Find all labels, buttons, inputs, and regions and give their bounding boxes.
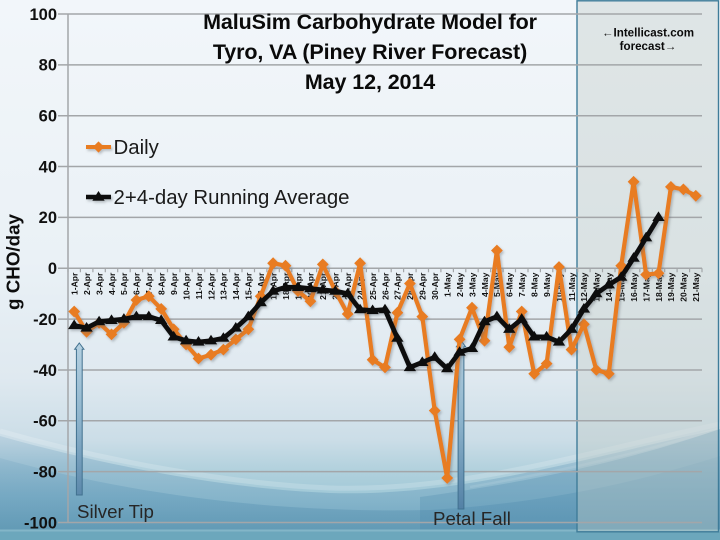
svg-text:15-Apr: 15-Apr: [244, 272, 254, 300]
svg-text:8-May: 8-May: [530, 272, 540, 297]
svg-text:7-May: 7-May: [517, 272, 527, 297]
svg-text:29-Apr: 29-Apr: [418, 272, 428, 300]
svg-text:Tyro, VA (Piney River Forecast: Tyro, VA (Piney River Forecast): [213, 40, 527, 64]
svg-text:-80: -80: [33, 463, 57, 481]
svg-text:g CHO/day: g CHO/day: [3, 213, 24, 310]
svg-text:8-Apr: 8-Apr: [157, 272, 167, 295]
svg-text:16-May: 16-May: [629, 272, 639, 301]
svg-text:Petal Fall: Petal Fall: [433, 508, 511, 529]
svg-text:12-May: 12-May: [579, 272, 589, 301]
svg-text:7-Apr: 7-Apr: [144, 272, 154, 295]
svg-text:10-Apr: 10-Apr: [181, 272, 191, 300]
svg-text:5-Apr: 5-Apr: [119, 272, 129, 295]
svg-text:1-Apr: 1-Apr: [70, 272, 80, 295]
svg-text:-20: -20: [33, 311, 57, 329]
svg-text:27-Apr: 27-Apr: [393, 272, 403, 300]
svg-text:13-May: 13-May: [592, 272, 602, 301]
svg-text:20: 20: [39, 209, 57, 227]
svg-text:17-May: 17-May: [641, 272, 651, 301]
svg-text:26-Apr: 26-Apr: [380, 272, 390, 300]
svg-text:forecast→: forecast→: [620, 40, 677, 53]
svg-text:30-Apr: 30-Apr: [430, 272, 440, 300]
svg-text:0: 0: [48, 260, 57, 278]
svg-text:2-May: 2-May: [455, 272, 465, 297]
svg-text:11-Apr: 11-Apr: [194, 272, 204, 299]
svg-text:60: 60: [39, 108, 57, 126]
svg-text:21-May: 21-May: [691, 272, 701, 301]
svg-text:2+4-day Running Average: 2+4-day Running Average: [114, 187, 350, 209]
svg-text:-100: -100: [24, 514, 57, 532]
svg-text:6-Apr: 6-Apr: [132, 272, 142, 295]
svg-text:-40: -40: [33, 362, 57, 380]
svg-text:3-May: 3-May: [467, 272, 477, 297]
svg-text:15-May: 15-May: [617, 272, 627, 301]
svg-text:4-May: 4-May: [480, 272, 490, 297]
svg-text:19-May: 19-May: [666, 272, 676, 301]
svg-text:14-Apr: 14-Apr: [231, 272, 241, 300]
svg-text:2-Apr: 2-Apr: [82, 272, 92, 295]
svg-text:1-May: 1-May: [443, 272, 453, 297]
svg-text:40: 40: [39, 158, 57, 176]
svg-text:May 12, 2014: May 12, 2014: [305, 70, 435, 94]
svg-text:3-Apr: 3-Apr: [94, 272, 104, 295]
svg-text:5-May: 5-May: [492, 272, 502, 297]
svg-text:4-Apr: 4-Apr: [107, 272, 117, 295]
svg-text:20-May: 20-May: [679, 272, 689, 301]
svg-text:12-Apr: 12-Apr: [206, 272, 216, 300]
svg-text:100: 100: [29, 6, 57, 24]
svg-text:13-Apr: 13-Apr: [219, 272, 229, 300]
svg-text:24-Apr: 24-Apr: [355, 272, 365, 300]
svg-text:80: 80: [39, 57, 57, 75]
svg-text:6-May: 6-May: [505, 272, 515, 297]
svg-text:10-May: 10-May: [554, 272, 564, 301]
svg-text:Daily: Daily: [114, 137, 160, 159]
svg-text:16-Apr: 16-Apr: [256, 272, 266, 300]
svg-text:9-May: 9-May: [542, 272, 552, 297]
svg-text:←Intellicast.com: ←Intellicast.com: [602, 27, 694, 40]
svg-text:9-Apr: 9-Apr: [169, 272, 179, 295]
svg-text:Silver Tip: Silver Tip: [77, 501, 154, 522]
svg-text:MaluSim Carbohydrate Model for: MaluSim Carbohydrate Model for: [203, 10, 538, 34]
svg-text:18-May: 18-May: [654, 272, 664, 301]
svg-text:23-Apr: 23-Apr: [343, 272, 353, 300]
svg-text:-60: -60: [33, 413, 57, 431]
svg-text:25-Apr: 25-Apr: [368, 272, 378, 300]
svg-text:11-May: 11-May: [567, 272, 577, 301]
